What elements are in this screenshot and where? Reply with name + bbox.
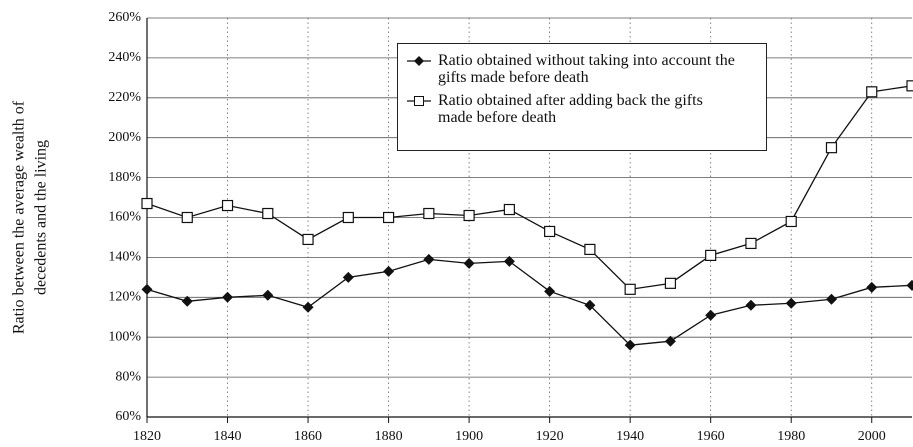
y-tick-label: 80% bbox=[115, 369, 141, 384]
x-tick-label: 1860 bbox=[294, 429, 322, 444]
marker bbox=[382, 211, 395, 224]
x-tick-label: 1920 bbox=[536, 429, 564, 444]
legend-label: Ratio obtained after adding back the gif… bbox=[438, 92, 703, 126]
y-tick-label: 160% bbox=[108, 210, 141, 225]
marker bbox=[664, 277, 677, 289]
x-tick-label: 1880 bbox=[375, 429, 403, 444]
marker bbox=[544, 285, 556, 297]
marker bbox=[906, 80, 913, 92]
marker bbox=[262, 289, 274, 301]
marker bbox=[664, 335, 676, 347]
marker bbox=[221, 199, 234, 212]
marker bbox=[785, 215, 797, 228]
legend-entry: Ratio obtained without taking into accou… bbox=[406, 52, 758, 86]
marker bbox=[584, 243, 596, 256]
x-tick-label: 1940 bbox=[616, 429, 644, 444]
marker bbox=[866, 281, 878, 293]
marker bbox=[463, 209, 475, 222]
legend-icon bbox=[407, 96, 431, 106]
y-axis-label: Ratio between the average wealth of bbox=[11, 100, 28, 334]
legend-icon bbox=[407, 56, 431, 66]
marker bbox=[624, 283, 636, 295]
series-line bbox=[146, 258, 913, 346]
marker bbox=[866, 86, 878, 98]
marker bbox=[705, 309, 717, 321]
legend-marker bbox=[414, 96, 424, 106]
legend-marker bbox=[414, 56, 424, 66]
x-tick-label: 1980 bbox=[777, 429, 805, 444]
legend-entry: Ratio obtained after adding back the gif… bbox=[406, 92, 758, 126]
x-tick-label: 1820 bbox=[133, 429, 161, 444]
marker bbox=[342, 211, 354, 224]
marker bbox=[262, 207, 274, 220]
marker bbox=[906, 279, 913, 291]
marker bbox=[584, 299, 596, 311]
marker bbox=[302, 301, 314, 313]
marker bbox=[463, 257, 475, 269]
marker bbox=[141, 283, 153, 295]
legend-label: Ratio obtained without taking into accou… bbox=[438, 52, 735, 86]
marker bbox=[624, 339, 636, 351]
marker bbox=[222, 291, 234, 303]
y-tick-label: 220% bbox=[108, 90, 141, 105]
y-tick-label: 100% bbox=[108, 329, 141, 344]
y-tick-label: 260% bbox=[108, 10, 141, 25]
x-tick-label: 1900 bbox=[455, 429, 483, 444]
y-tick-label: 200% bbox=[108, 130, 141, 145]
x-tick-label: 1960 bbox=[697, 429, 725, 444]
marker bbox=[745, 299, 757, 311]
y-tick-label: 180% bbox=[108, 170, 141, 185]
marker bbox=[302, 233, 314, 246]
marker bbox=[503, 255, 515, 267]
y-tick-label: 240% bbox=[108, 50, 141, 65]
marker bbox=[141, 197, 153, 210]
y-tick-label: 60% bbox=[115, 409, 141, 424]
marker bbox=[503, 203, 515, 216]
marker bbox=[423, 207, 435, 220]
marker bbox=[181, 211, 193, 224]
x-tick-label: 1840 bbox=[214, 429, 242, 444]
y-axis-label: decedents and the living bbox=[33, 140, 50, 295]
marker bbox=[745, 237, 757, 250]
marker bbox=[342, 271, 354, 283]
marker bbox=[785, 297, 797, 309]
marker bbox=[181, 295, 193, 307]
series-line bbox=[146, 85, 913, 291]
x-tick-label: 2000 bbox=[858, 429, 886, 444]
marker bbox=[825, 142, 838, 154]
legend: Ratio obtained without taking into accou… bbox=[397, 43, 767, 151]
y-tick-label: 140% bbox=[108, 250, 141, 265]
marker bbox=[423, 253, 435, 265]
marker bbox=[383, 265, 395, 277]
marker bbox=[825, 293, 837, 305]
y-tick-label: 120% bbox=[108, 290, 141, 305]
marker bbox=[544, 225, 556, 238]
marker bbox=[705, 249, 717, 262]
